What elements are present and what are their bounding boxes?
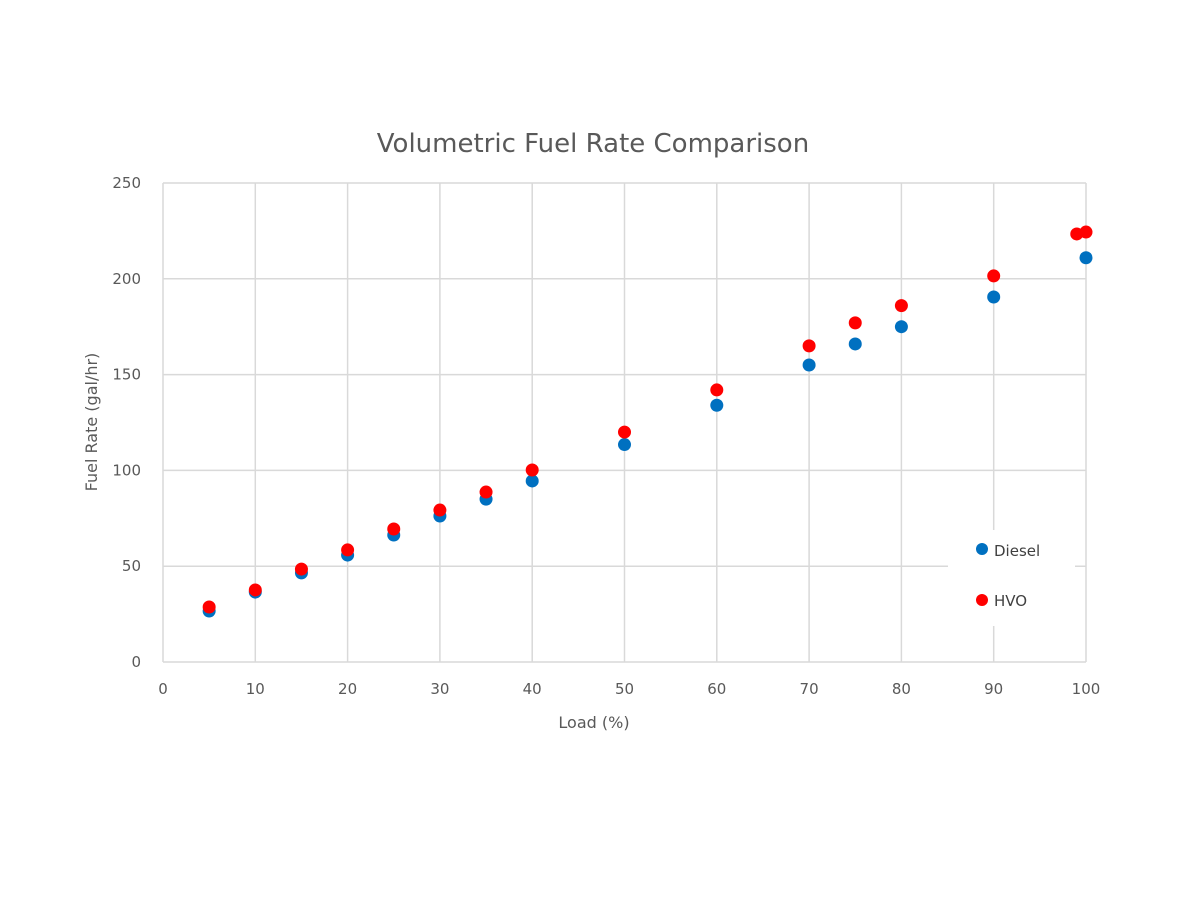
y-tick-label: 200 (112, 270, 141, 288)
data-point-hvo (710, 383, 724, 397)
data-point-hvo (387, 522, 401, 536)
data-point-hvo (848, 316, 862, 330)
data-point-diesel (618, 438, 631, 452)
x-tick-label: 80 (892, 680, 911, 698)
data-point-hvo (1079, 225, 1093, 239)
legend: Diesel HVO (948, 530, 1075, 626)
data-point-hvo (294, 562, 308, 576)
data-point-diesel (802, 358, 816, 372)
data-point-hvo (202, 600, 216, 614)
data-point-hvo (525, 463, 539, 477)
legend-label-diesel: Diesel (994, 542, 1040, 560)
data-point-diesel (710, 398, 724, 412)
data-point-diesel (525, 474, 539, 488)
y-tick-label: 250 (112, 174, 141, 192)
legend-marker-diesel (976, 543, 988, 555)
data-point-hvo (802, 339, 816, 353)
y-tick-label: 50 (122, 557, 141, 575)
x-tick-label: 30 (430, 680, 449, 698)
data-point-hvo (248, 583, 262, 597)
data-point-hvo (341, 543, 355, 557)
x-tick-label: 0 (158, 680, 168, 698)
x-tick-label: 90 (984, 680, 1003, 698)
legend-marker-hvo (976, 594, 988, 606)
legend-label-hvo: HVO (994, 592, 1027, 610)
x-tick-label: 50 (615, 680, 634, 698)
y-axis-label: Fuel Rate (gal/hr) (82, 353, 101, 492)
x-tick-label: 20 (338, 680, 357, 698)
y-tick-label: 0 (131, 653, 141, 671)
data-point-diesel (1079, 251, 1093, 265)
data-point-hvo (479, 485, 493, 499)
data-point-diesel (894, 320, 908, 334)
grid (162, 182, 1087, 663)
x-tick-label: 70 (800, 680, 819, 698)
data-points (202, 225, 1093, 618)
data-point-diesel (848, 337, 862, 351)
data-point-diesel (987, 290, 1001, 304)
data-point-hvo (987, 269, 1001, 283)
y-tick-label: 100 (112, 461, 141, 479)
x-tick-label: 10 (246, 680, 265, 698)
x-tick-label: 40 (523, 680, 542, 698)
y-tick-label: 150 (112, 366, 141, 384)
chart-title: Volumetric Fuel Rate Comparison (377, 129, 809, 159)
tick-labels: 0 10 20 30 40 50 60 70 80 90 100 0 50 100 150 200 250 (112, 174, 1100, 698)
x-tick-label: 100 (1072, 680, 1101, 698)
data-point-hvo (433, 503, 447, 517)
x-axis-label: Load (%) (558, 713, 629, 732)
data-point-hvo (894, 299, 908, 313)
x-tick-label: 60 (707, 680, 726, 698)
data-point-hvo (618, 425, 631, 439)
